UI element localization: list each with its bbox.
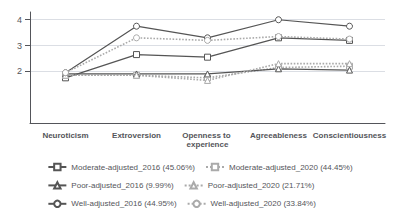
svg-text:experience: experience	[187, 140, 229, 149]
svg-text:Poor-adjusted_2016 (9.99%): Poor-adjusted_2016 (9.99%)	[71, 181, 174, 190]
svg-text:4: 4	[17, 15, 22, 25]
svg-text:Moderate-adjusted_2020 (44.45%: Moderate-adjusted_2020 (44.45%)	[229, 163, 353, 172]
svg-text:2: 2	[17, 66, 22, 76]
svg-text:Neuroticism: Neuroticism	[42, 131, 88, 140]
svg-text:Openness to: Openness to	[182, 131, 233, 140]
svg-text:Agreeableness: Agreeableness	[250, 131, 307, 140]
svg-text:Well-adjusted_2016 (44.95%): Well-adjusted_2016 (44.95%)	[71, 199, 177, 208]
svg-text:Conscientiousness: Conscientiousness	[313, 131, 387, 140]
svg-text:Extroversion: Extroversion	[112, 131, 161, 140]
svg-text:Moderate-adjusted_2016 (45.06%: Moderate-adjusted_2016 (45.06%)	[71, 163, 195, 172]
svg-text:3: 3	[17, 41, 22, 51]
svg-text:Poor-adjusted_2020 (21.71%): Poor-adjusted_2020 (21.71%)	[208, 181, 315, 190]
svg-text:Well-adjusted_2020 (33.84%): Well-adjusted_2020 (33.84%)	[211, 199, 317, 208]
